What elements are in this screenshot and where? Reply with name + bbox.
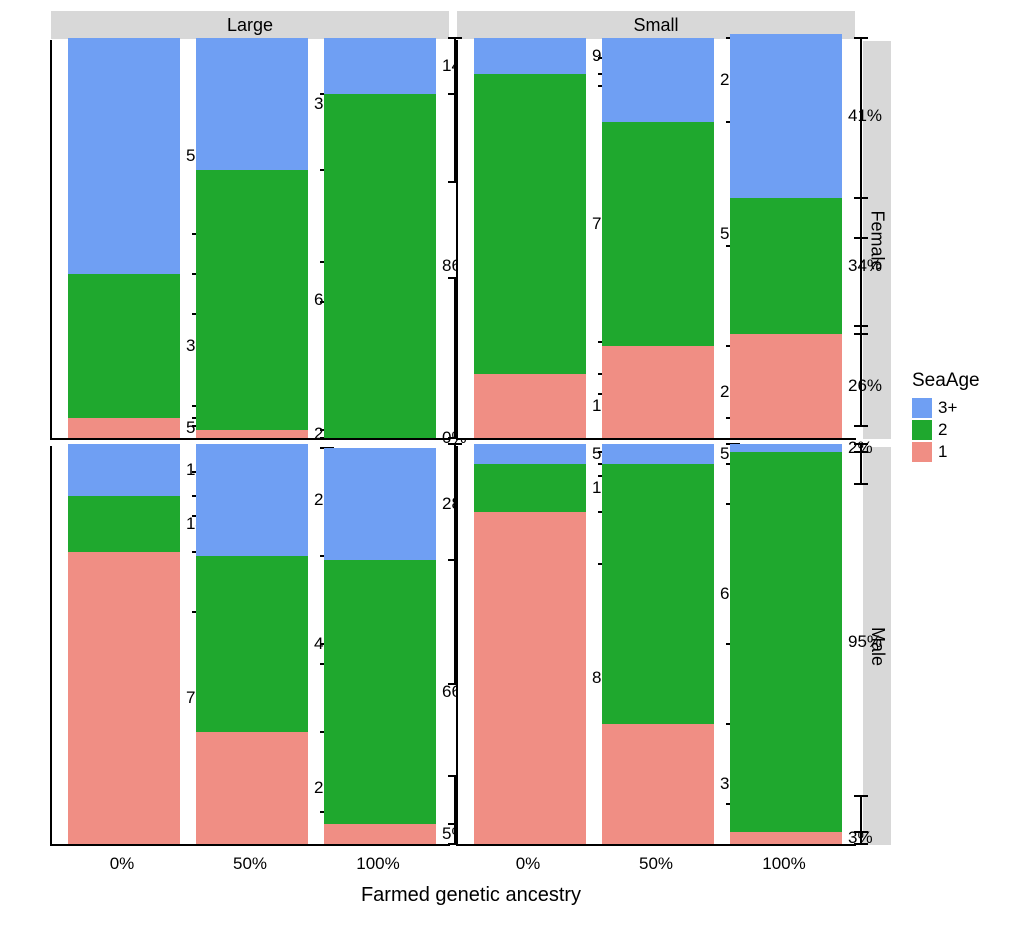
bar: 0%86%14% xyxy=(324,38,436,438)
bar-segment: 65% xyxy=(602,464,714,724)
x-axis-label: Farmed genetic ancestry xyxy=(361,882,581,907)
legend-label: 1 xyxy=(938,442,947,462)
bar: 26%34%41% xyxy=(730,38,842,438)
segment-label: 2% xyxy=(844,438,873,458)
x-tick: 0% xyxy=(516,854,541,874)
panel: 16%75%9%23%56%21%26%34%41% xyxy=(456,40,856,440)
error-bar xyxy=(860,444,861,844)
error-bar xyxy=(454,444,455,844)
bar-segment: 23% xyxy=(602,346,714,438)
bar-segment: 14% xyxy=(68,496,180,552)
segment-label: 41% xyxy=(844,106,882,126)
legend-label: 3+ xyxy=(938,398,957,418)
col-strip: Large xyxy=(50,10,450,40)
bar-segment: 5% xyxy=(474,444,586,464)
bar: 5%66%28% xyxy=(324,444,436,844)
bar: 5%36%59% xyxy=(68,38,180,438)
bar-segment: 36% xyxy=(68,274,180,418)
bar: 2%65%33% xyxy=(196,38,308,438)
legend-item: 1 xyxy=(912,442,980,462)
panel: 73%14%13%28%44%28%5%66%28% xyxy=(50,446,450,846)
row-strip: Male xyxy=(862,446,892,846)
error-bar xyxy=(454,38,455,438)
bar: 30%65%5% xyxy=(602,444,714,844)
x-tick: 50% xyxy=(639,854,673,874)
bar-segment: 3% xyxy=(730,832,842,844)
bar-segment: 28% xyxy=(324,448,436,560)
bar-segment: 73% xyxy=(68,552,180,844)
x-tick: 100% xyxy=(356,854,399,874)
bar-segment: 86% xyxy=(324,94,436,438)
bar: 16%75%9% xyxy=(474,38,586,438)
error-bar xyxy=(860,38,861,438)
chart-root: LargeSmall 5%36%59%2%65%33%0%86%14%16%75… xyxy=(10,10,1013,907)
bar-segment: 14% xyxy=(324,38,436,94)
bar-segment: 65% xyxy=(196,170,308,430)
bar-segment: 16% xyxy=(474,374,586,438)
legend-label: 2 xyxy=(938,420,947,440)
bar: 23%56%21% xyxy=(602,38,714,438)
x-tick: 100% xyxy=(762,854,805,874)
bar-segment: 59% xyxy=(68,38,180,274)
bar-segment: 75% xyxy=(474,74,586,374)
bar-segment: 5% xyxy=(68,418,180,438)
bar: 83%12%5% xyxy=(474,444,586,844)
bar-segment: 28% xyxy=(196,732,308,844)
bar-segment: 44% xyxy=(196,556,308,732)
bar-segment: 34% xyxy=(730,198,842,334)
x-tick: 0% xyxy=(110,854,135,874)
x-ticks: 0% 50% 100% xyxy=(50,852,450,882)
bar-segment: 13% xyxy=(68,444,180,496)
bar: 3%95%2% xyxy=(730,444,842,844)
bar-segment: 28% xyxy=(196,444,308,556)
legend-swatch xyxy=(912,398,932,418)
x-ticks: 0% 50% 100% xyxy=(456,852,856,882)
bar: 73%14%13% xyxy=(68,444,180,844)
panel-row: 73%14%13%28%44%28%5%66%28%83%12%5%30%65%… xyxy=(10,446,892,846)
bar-segment: 2% xyxy=(730,444,842,452)
bar-segment: 41% xyxy=(730,34,842,198)
bar-segment: 95% xyxy=(730,452,842,832)
bar-segment: 83% xyxy=(474,512,586,844)
bar-segment: 12% xyxy=(474,464,586,512)
bar-segment: 9% xyxy=(474,38,586,74)
panel-row: 5%36%59%2%65%33%0%86%14%16%75%9%23%56%21… xyxy=(10,40,892,440)
bar-segment: 56% xyxy=(602,122,714,346)
bar-segment: 2% xyxy=(196,430,308,438)
bar-segment: 21% xyxy=(602,38,714,122)
legend-swatch xyxy=(912,442,932,462)
bar-segment: 26% xyxy=(730,334,842,438)
bar-segment: 66% xyxy=(324,560,436,824)
segment-label: 26% xyxy=(844,376,882,396)
legend-item: 2 xyxy=(912,420,980,440)
bar-segment: 5% xyxy=(324,824,436,844)
legend-swatch xyxy=(912,420,932,440)
x-ticks-row: 0% 50% 100% 0% 50% 100% xyxy=(10,852,892,882)
bar-segment: 33% xyxy=(196,38,308,170)
x-tick: 50% xyxy=(233,854,267,874)
legend-title: SeaAge xyxy=(912,370,980,392)
panel: 83%12%5%30%65%5%3%95%2% xyxy=(456,446,856,846)
bar-segment: 30% xyxy=(602,724,714,844)
bar: 28%44%28% xyxy=(196,444,308,844)
facet-grid: LargeSmall 5%36%59%2%65%33%0%86%14%16%75… xyxy=(10,10,892,907)
panel: 5%36%59%2%65%33%0%86%14% xyxy=(50,40,450,440)
legend-item: 3+ xyxy=(912,398,980,418)
bar-segment: 5% xyxy=(602,444,714,464)
legend: SeaAge 3+21 xyxy=(912,10,980,464)
